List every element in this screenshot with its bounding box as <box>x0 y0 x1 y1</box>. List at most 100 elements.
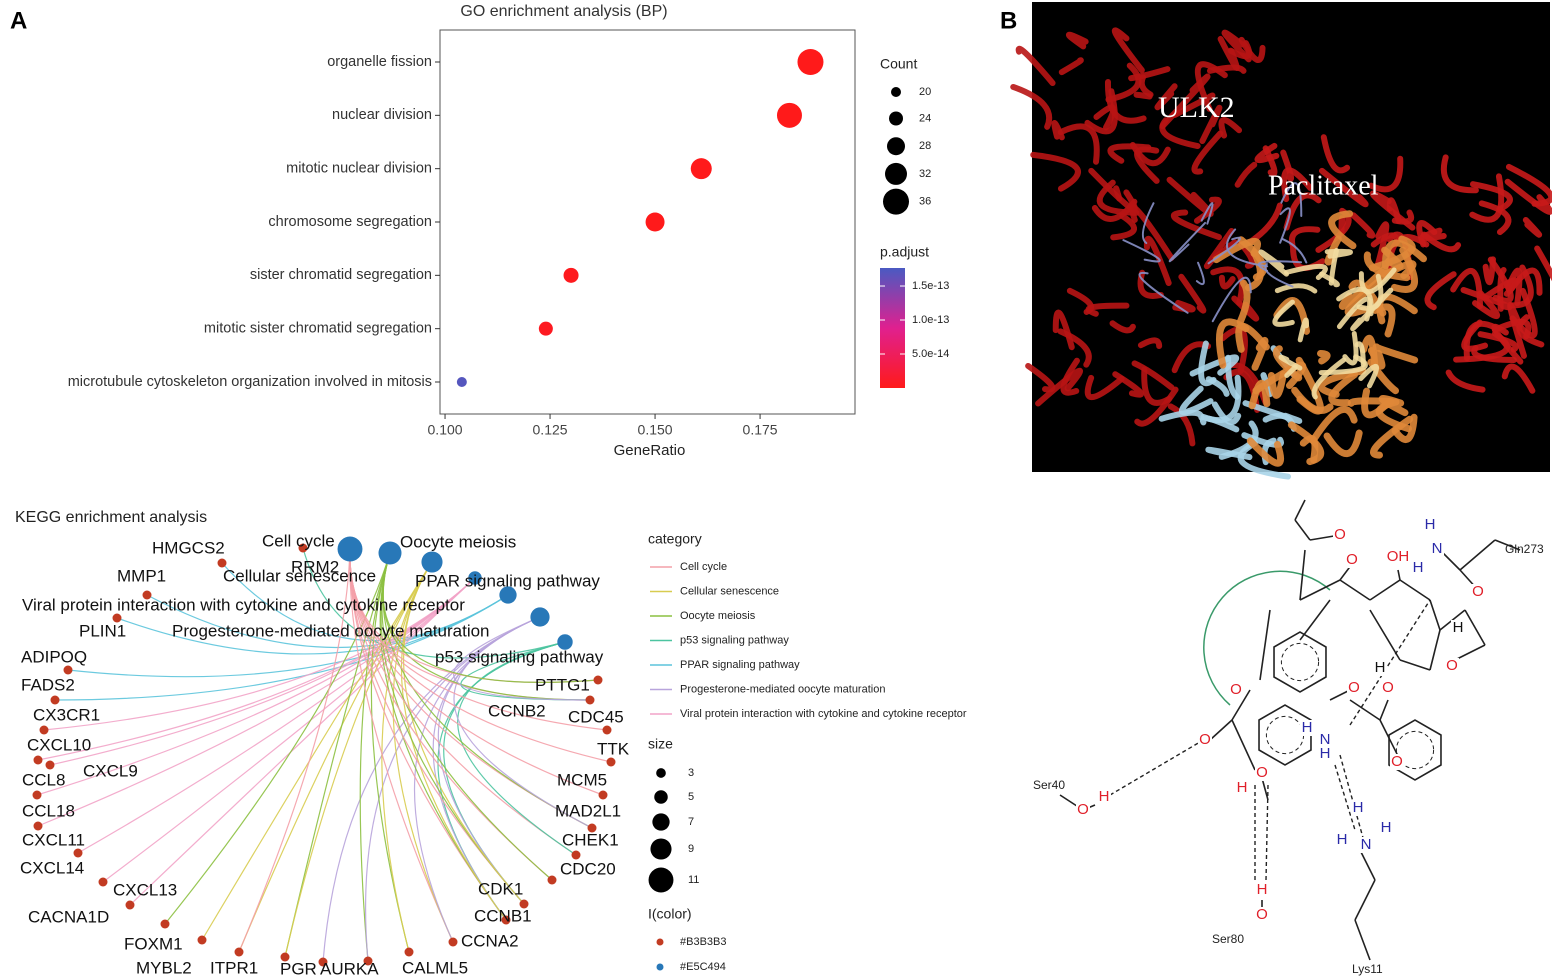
network-edge <box>77 577 476 854</box>
atom-label: O <box>1446 657 1458 674</box>
hydrogen-bond <box>1334 764 1356 831</box>
ribbon <box>1010 83 1053 130</box>
ribbon <box>1416 220 1438 248</box>
ribbon <box>1260 372 1274 398</box>
legend-bubble <box>885 162 907 185</box>
network-edge <box>238 548 351 953</box>
gene-node <box>125 900 135 910</box>
ribbon <box>1280 182 1303 217</box>
atom-label: H <box>1375 659 1386 676</box>
ribbon <box>1234 161 1258 188</box>
category-node <box>337 536 363 562</box>
hydrogen-bond <box>1349 599 1431 726</box>
legend-title: I(color) <box>648 906 692 922</box>
ribbon <box>1244 249 1264 292</box>
gene-label: CHEK1 <box>562 830 619 849</box>
bond <box>1399 659 1431 671</box>
ribbon <box>1482 256 1496 285</box>
ribbon <box>1367 347 1386 370</box>
ribbon <box>1060 357 1080 396</box>
category-node <box>530 607 550 627</box>
legend-bubble <box>652 813 670 831</box>
ribbon <box>1501 363 1536 394</box>
network-edge <box>302 547 566 659</box>
gene-label: CCNB2 <box>488 701 546 720</box>
network-edge <box>453 616 593 829</box>
atom-label: O <box>1348 679 1360 696</box>
atom-label: N <box>1320 731 1331 748</box>
structure-label: Paclitaxel <box>1268 170 1379 201</box>
panel-label: B <box>1000 7 1017 34</box>
atom-bg <box>1255 765 1269 781</box>
legend-bubble <box>656 768 666 778</box>
atom-bg <box>1379 820 1393 836</box>
atom-bg <box>1451 620 1465 636</box>
gene-node <box>160 919 170 929</box>
hydrogen-bond <box>1339 754 1366 846</box>
network-edge <box>370 552 410 953</box>
network-edge <box>54 594 509 701</box>
y-tick-label: mitotic nuclear division <box>286 160 432 176</box>
bond <box>1231 689 1251 721</box>
atom-label: O <box>1382 679 1394 696</box>
ribbon <box>1440 154 1479 194</box>
bubble <box>645 212 665 232</box>
ribbon <box>1207 236 1242 265</box>
ribbon <box>1478 200 1512 236</box>
ribbon <box>1338 215 1346 236</box>
ribbon <box>1133 91 1153 100</box>
bond <box>1349 699 1381 721</box>
network-edge <box>359 552 391 962</box>
x-axis-label: GeneRatio <box>614 442 686 459</box>
gene-node <box>73 848 83 858</box>
network-edge <box>392 561 454 943</box>
ribbon <box>1035 367 1084 407</box>
category-node <box>421 551 443 573</box>
ribbon <box>1138 271 1189 314</box>
network-edge <box>382 552 599 683</box>
gene-label: CXCL14 <box>20 858 84 877</box>
bond <box>1464 609 1486 646</box>
ribbon <box>1084 88 1118 135</box>
ribbon <box>1291 386 1334 414</box>
gene-label: PLIN1 <box>79 621 126 640</box>
ribbon <box>1134 146 1160 184</box>
ribbon <box>1221 29 1252 63</box>
legend-title: Count <box>880 56 917 72</box>
network-edge <box>238 561 433 953</box>
ribbon <box>1274 283 1318 294</box>
bond <box>1209 719 1233 741</box>
ribbon <box>1193 196 1222 224</box>
gene-node <box>587 823 597 833</box>
gene-label: MAD2L1 <box>555 801 621 820</box>
bond <box>1299 599 1331 641</box>
residue-label: Ser40 <box>1033 778 1065 792</box>
bubble <box>538 321 553 336</box>
ribbon <box>1154 83 1178 111</box>
bond <box>1429 599 1441 631</box>
ribbon <box>1505 163 1552 207</box>
ribbon <box>1030 151 1081 192</box>
atom-bg <box>1347 680 1361 696</box>
ribbon <box>1506 267 1543 296</box>
legend-label: Oocyte meiosis <box>680 610 756 622</box>
ribbon <box>1278 354 1303 371</box>
bond <box>1379 699 1389 721</box>
atom-bg <box>1255 882 1269 898</box>
atom-bg <box>1255 907 1269 923</box>
category-node <box>468 571 482 585</box>
atom-bg <box>1391 549 1405 565</box>
ribbon <box>1191 130 1224 175</box>
gene-label: MCM5 <box>557 770 607 789</box>
atom-bg <box>1359 837 1373 853</box>
legend-label: #B3B3B3 <box>680 936 726 948</box>
gene-label: MYBL2 <box>136 958 192 977</box>
legend-label: 11 <box>688 874 699 886</box>
bond <box>1299 549 1306 601</box>
ring <box>1388 719 1442 781</box>
atom-label: O <box>1391 753 1403 770</box>
ribbon <box>1113 185 1123 202</box>
legend-label: 32 <box>919 168 931 180</box>
ribbon <box>1141 202 1155 245</box>
